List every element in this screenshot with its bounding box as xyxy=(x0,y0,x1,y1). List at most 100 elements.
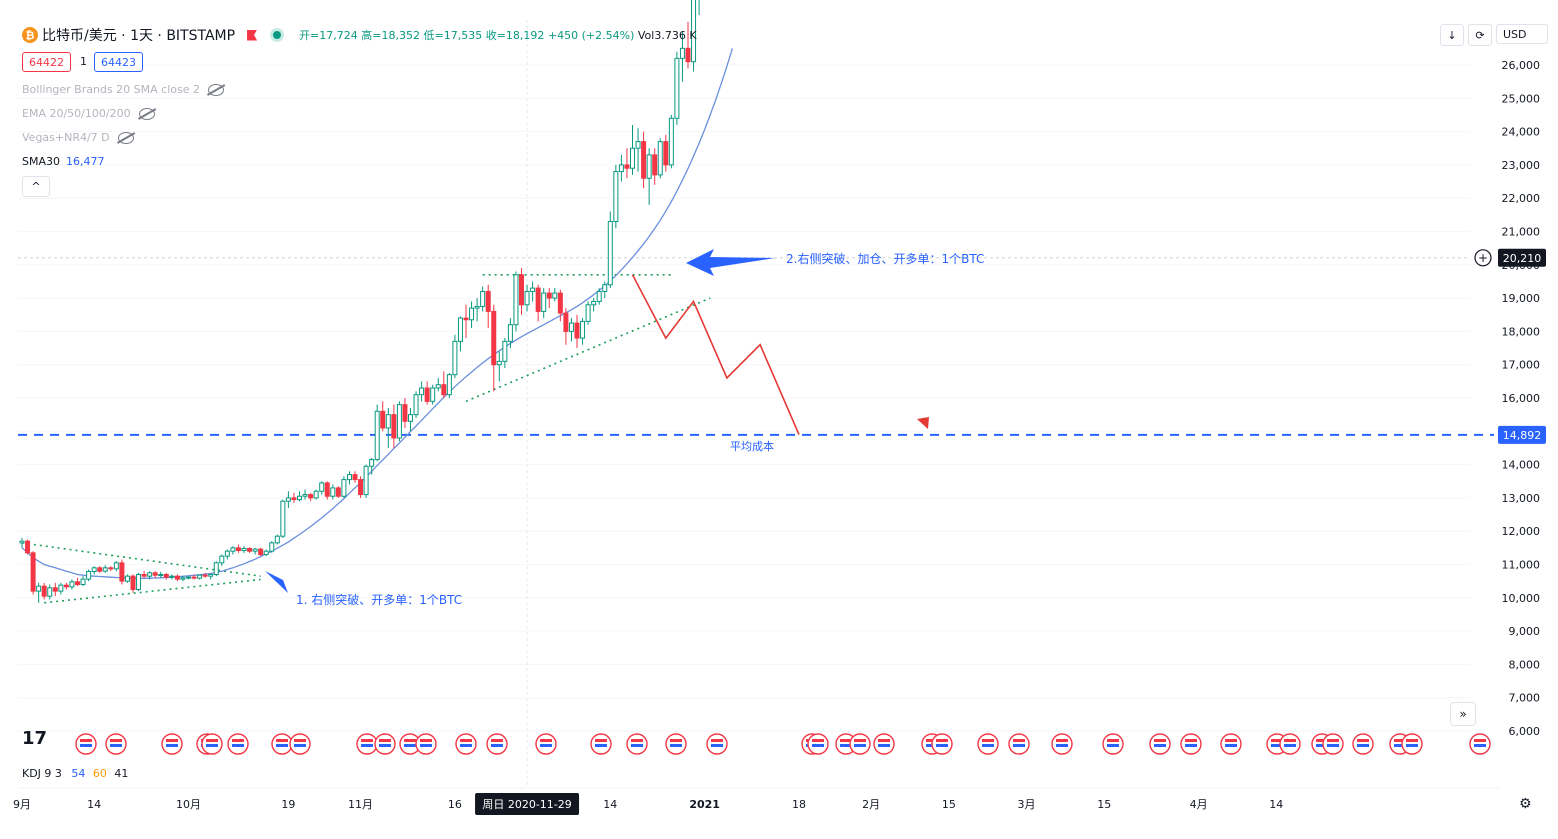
price-axis[interactable]: 6,000 7,000 8,000 9,000 10,000 11,000 12,000 13… xyxy=(1474,59,1541,738)
time-tick-label: 2021 xyxy=(689,798,720,811)
kdj-legend[interactable]: KDJ 9 3 54 60 41 xyxy=(22,767,128,780)
candle xyxy=(402,398,408,428)
us-flag-event-icon xyxy=(1051,733,1073,755)
candle xyxy=(507,318,513,349)
candle xyxy=(552,288,558,302)
event-icon-stripe xyxy=(631,739,643,742)
annotation-note-2: 2.右侧突破、加仓、开多单：1个BTC xyxy=(786,251,984,266)
event-icon-stripe xyxy=(631,744,643,747)
hidden-eye-icon[interactable] xyxy=(117,131,134,144)
candle xyxy=(419,381,425,402)
us-flag-event-icon xyxy=(455,733,477,755)
hidden-eye-icon[interactable] xyxy=(138,107,155,120)
settings-gear-icon[interactable]: ⚙ xyxy=(1519,796,1532,812)
candle-body xyxy=(274,535,280,544)
candle xyxy=(247,547,253,553)
event-icon-stripe xyxy=(206,739,218,742)
candle xyxy=(452,334,458,379)
candle xyxy=(663,134,669,172)
indicator-ema[interactable]: EMA 20/50/100/200 xyxy=(22,107,155,120)
event-icon-stripe xyxy=(1284,739,1296,742)
candle xyxy=(374,404,380,462)
currency-select[interactable]: USD xyxy=(1496,24,1548,44)
candle-body xyxy=(441,384,447,396)
candle-body xyxy=(341,479,347,497)
candle xyxy=(136,572,142,592)
order-quantity[interactable]: 1 xyxy=(80,55,87,68)
candle xyxy=(698,0,700,16)
time-axis[interactable]: 9月 14 10月 19 11月 16 周日 2020-11-29 14 2021 18 2月 15 3… xyxy=(13,793,1283,815)
price-tick-label: 6,000 xyxy=(1509,725,1541,738)
indicator-vegas[interactable]: Vegas+NR4/7 D xyxy=(22,131,134,144)
price-tick-label: 8,000 xyxy=(1509,658,1541,671)
collapse-legend-button[interactable]: ^ xyxy=(22,176,50,197)
candle-body xyxy=(419,387,425,396)
flag-icon[interactable] xyxy=(247,29,258,41)
candle xyxy=(435,378,441,392)
time-tick-label: 4月 xyxy=(1190,798,1208,811)
event-icon-stripe xyxy=(878,739,890,742)
candle xyxy=(191,574,197,580)
candle-body xyxy=(269,542,275,552)
sell-price-box[interactable]: 64422 xyxy=(22,52,71,72)
candle-body xyxy=(624,164,630,169)
price-tick-label: 14,000 xyxy=(1502,459,1541,472)
indicator-sma30[interactable]: SMA30 16,477 xyxy=(22,155,105,168)
hidden-eye-icon[interactable] xyxy=(208,83,224,96)
candle-body xyxy=(480,290,486,307)
candle-body xyxy=(213,562,219,575)
candle xyxy=(230,546,236,555)
tradingview-logo: 17 xyxy=(22,728,48,749)
candle xyxy=(252,547,258,555)
candle xyxy=(358,476,364,498)
buy-price-box[interactable]: 64423 xyxy=(94,52,143,72)
event-icon-stripe xyxy=(110,744,122,747)
triangle-lower-trendline xyxy=(44,578,261,604)
candle-body xyxy=(191,576,197,579)
candle xyxy=(308,492,314,502)
refresh-button[interactable]: ⟳ xyxy=(1468,24,1492,46)
candle xyxy=(113,561,119,572)
candle xyxy=(541,288,547,319)
candle xyxy=(557,289,563,322)
candle xyxy=(86,569,92,582)
us-flag-event-icon xyxy=(1322,733,1344,755)
candle xyxy=(235,544,241,553)
download-button[interactable]: ↓ xyxy=(1440,24,1464,46)
event-icon-stripe xyxy=(540,744,552,747)
candle-body xyxy=(141,573,147,577)
candle-body xyxy=(258,548,264,556)
symbol-title[interactable]: 比特币/美元 · 1天 · BITSTAMP xyxy=(42,28,236,44)
indicator-bollinger[interactable]: Bollinger Brands 20 SMA close 2 xyxy=(22,83,224,96)
candle-body xyxy=(607,221,613,286)
scroll-to-realtime-button[interactable]: » xyxy=(1450,702,1476,726)
price-tick-label: 16,000 xyxy=(1502,392,1541,405)
us-flag-event-icon xyxy=(374,733,396,755)
candle xyxy=(369,457,375,475)
candle-body xyxy=(158,573,164,576)
price-tick-label: 18,000 xyxy=(1502,325,1541,338)
event-icon-stripe xyxy=(460,739,472,742)
candle xyxy=(502,338,508,369)
candle-body xyxy=(385,414,391,429)
candle-body xyxy=(263,550,269,556)
candle xyxy=(280,499,286,538)
candle-body xyxy=(119,562,125,582)
candle-body xyxy=(174,575,180,580)
time-tick-label: 3月 xyxy=(1018,798,1036,811)
candle xyxy=(480,286,486,312)
event-icon-stripe xyxy=(812,739,824,742)
candle xyxy=(491,304,497,392)
bitcoin-icon: ₿ xyxy=(22,27,38,43)
candle-body xyxy=(430,387,436,402)
current-price-value: 20,210 xyxy=(1503,252,1542,265)
event-icon-stripe xyxy=(379,739,391,742)
breakout-arrow-1 xyxy=(265,571,288,593)
grid xyxy=(18,20,1470,788)
candle xyxy=(285,491,291,508)
candle-body xyxy=(202,574,208,577)
candle-body xyxy=(457,317,463,342)
candle-body xyxy=(408,414,413,422)
event-icon-stripe xyxy=(670,744,682,747)
